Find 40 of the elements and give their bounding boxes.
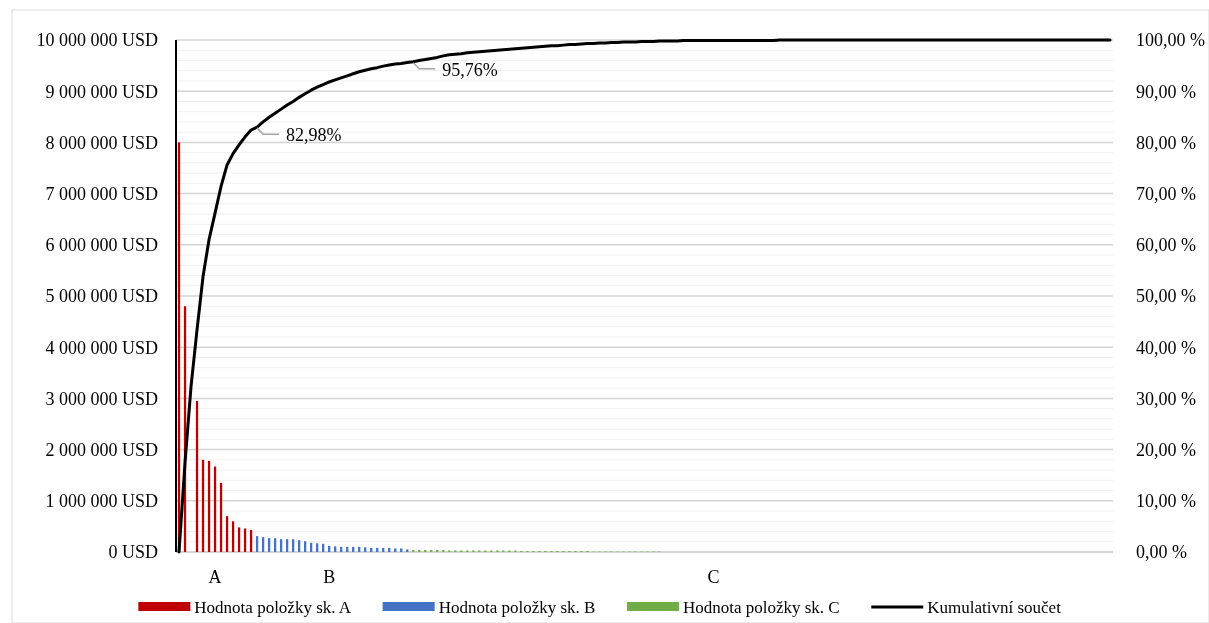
y-tick-label: 6 000 000 USD xyxy=(45,235,158,256)
legend-label: Hodnota položky sk. C xyxy=(682,598,840,617)
x-tick-label: B xyxy=(323,567,336,587)
y-tick-label: 10 000 000 USD xyxy=(36,30,158,51)
x-tick-label: A xyxy=(208,567,222,587)
legend-label: Hodnota položky sk. B xyxy=(438,598,596,617)
bar xyxy=(406,549,409,552)
y-tick-label: 3 000 000 USD xyxy=(45,388,158,409)
y-tick-label: 0 USD xyxy=(108,542,158,563)
data-label: 95,76% xyxy=(442,59,498,80)
y2-tick-label: 60,00 % xyxy=(1136,235,1196,256)
y-tick-label: 2 000 000 USD xyxy=(45,439,158,460)
y-tick-label: 8 000 000 USD xyxy=(45,132,158,153)
y2-tick-label: 80,00 % xyxy=(1136,132,1196,153)
bar xyxy=(400,548,403,552)
y2-tick-label: 20,00 % xyxy=(1136,439,1196,460)
bar xyxy=(316,543,319,552)
y-tick-label: 7 000 000 USD xyxy=(45,183,158,204)
y2-tick-label: 100,00 % xyxy=(1136,30,1205,51)
legend-label: Hodnota položky sk. A xyxy=(194,598,352,617)
y2-tick-label: 50,00 % xyxy=(1136,286,1196,307)
data-label: 82,98% xyxy=(286,125,342,146)
bar xyxy=(279,539,283,552)
y2-tick-label: 0,00 % xyxy=(1136,542,1187,563)
y2-tick-label: 90,00 % xyxy=(1136,81,1196,102)
y-tick-label: 9 000 000 USD xyxy=(45,81,158,102)
bar xyxy=(394,548,397,552)
y-tick-label: 1 000 000 USD xyxy=(45,491,158,512)
y2-tick-label: 30,00 % xyxy=(1136,388,1196,409)
bar xyxy=(364,547,367,552)
y2-tick-label: 70,00 % xyxy=(1136,183,1196,204)
legend-label: Kumulativní součet xyxy=(927,598,1062,617)
y2-tick-label: 10,00 % xyxy=(1136,491,1196,512)
bar xyxy=(334,546,337,552)
y-tick-label: 5 000 000 USD xyxy=(45,286,158,307)
y2-tick-label: 40,00 % xyxy=(1136,337,1196,358)
bar xyxy=(285,539,289,552)
bar xyxy=(291,539,295,552)
x-tick-label: C xyxy=(707,567,720,587)
y-tick-label: 4 000 000 USD xyxy=(45,337,158,358)
